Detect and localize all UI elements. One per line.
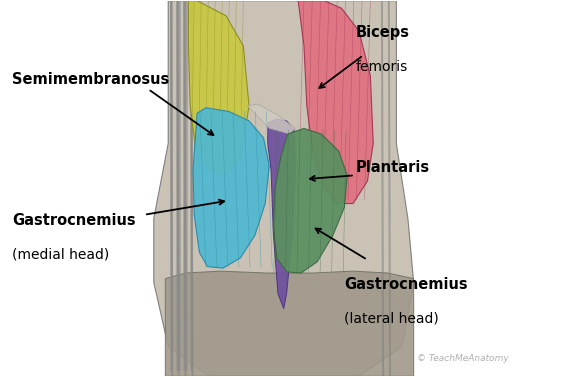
Text: Gastrocnemius: Gastrocnemius bbox=[12, 213, 136, 228]
Polygon shape bbox=[188, 1, 249, 175]
Text: (lateral head): (lateral head) bbox=[345, 312, 439, 326]
Polygon shape bbox=[298, 1, 373, 204]
Text: femoris: femoris bbox=[356, 60, 408, 74]
Polygon shape bbox=[154, 1, 413, 376]
Polygon shape bbox=[247, 104, 295, 134]
Polygon shape bbox=[267, 119, 295, 309]
Text: Semimembranosus: Semimembranosus bbox=[12, 72, 170, 87]
Text: (medial head): (medial head) bbox=[12, 248, 109, 262]
Text: Biceps: Biceps bbox=[356, 25, 410, 40]
Polygon shape bbox=[273, 129, 347, 273]
Polygon shape bbox=[166, 271, 413, 376]
Text: Plantaris: Plantaris bbox=[356, 160, 430, 175]
Polygon shape bbox=[193, 108, 269, 268]
Text: Gastrocnemius: Gastrocnemius bbox=[345, 277, 468, 292]
Text: © TeachMeAnatomy: © TeachMeAnatomy bbox=[416, 354, 508, 363]
